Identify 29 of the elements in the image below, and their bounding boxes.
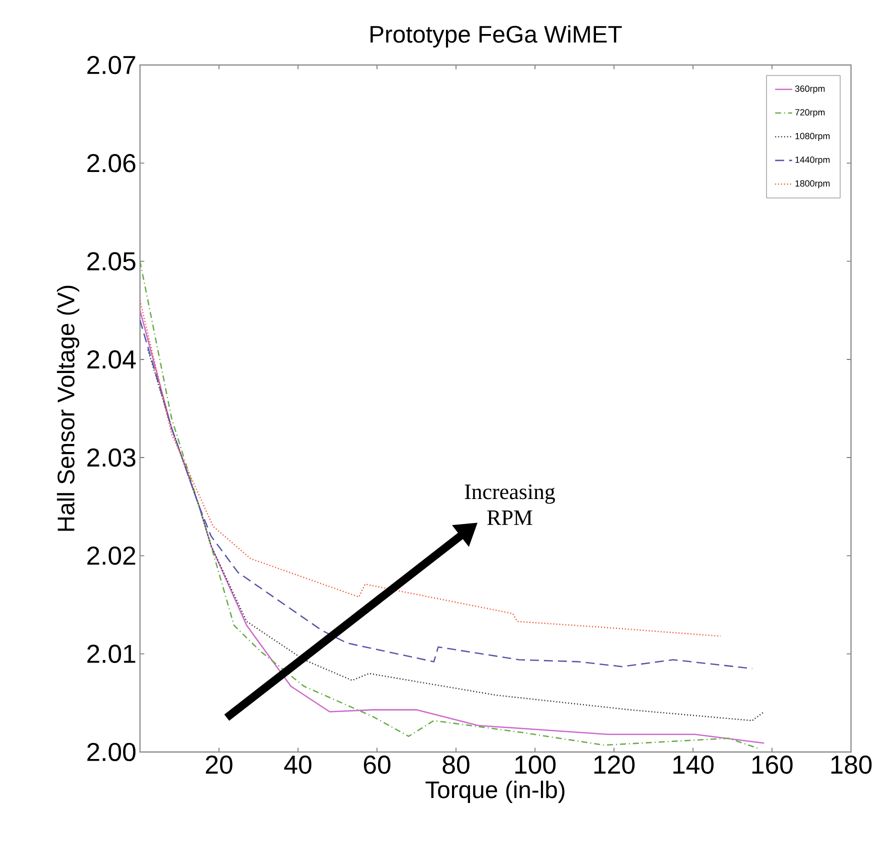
x-tick-label: 80 bbox=[442, 756, 470, 774]
x-axis-title: Torque (in-lb) bbox=[426, 780, 564, 803]
x-tick-label: 20 bbox=[206, 756, 232, 774]
legend-label: 360rpm bbox=[795, 85, 825, 94]
x-tick-label: 100 bbox=[515, 756, 556, 774]
legend-label: 720rpm bbox=[795, 109, 825, 118]
y-tick-label: 2.00 bbox=[87, 742, 136, 762]
x-tick-label: 140 bbox=[673, 756, 714, 774]
annotation: Increasing RPM bbox=[464, 484, 555, 525]
y-tick-label: 2.01 bbox=[87, 644, 136, 664]
x-tick-label: 40 bbox=[284, 756, 312, 774]
x-tick-label: 120 bbox=[594, 756, 635, 774]
chart-title: Prototype FeGa WiMET bbox=[370, 25, 622, 48]
y-tick-label: 2.04 bbox=[87, 350, 136, 369]
line-series bbox=[140, 300, 722, 637]
legend-label: 1800rpm bbox=[795, 180, 830, 188]
legend-label: 1080rpm bbox=[795, 132, 830, 141]
legend-label: 1440rpm bbox=[795, 156, 830, 165]
x-tick-label: 180 bbox=[831, 756, 872, 774]
x-tick-label: 160 bbox=[752, 756, 793, 774]
y-tick-label: 2.05 bbox=[87, 252, 136, 270]
y-tick-label: 2.07 bbox=[87, 56, 136, 74]
y-axis-title: Hall Sensor Voltage (V) bbox=[56, 286, 80, 531]
line-series bbox=[140, 320, 753, 670]
x-tick-label: 60 bbox=[364, 756, 390, 774]
y-tick-label: 2.02 bbox=[87, 546, 136, 565]
y-tick-label: 2.06 bbox=[87, 154, 136, 172]
y-tick-label: 2.03 bbox=[87, 448, 136, 467]
line-series bbox=[147, 348, 765, 722]
